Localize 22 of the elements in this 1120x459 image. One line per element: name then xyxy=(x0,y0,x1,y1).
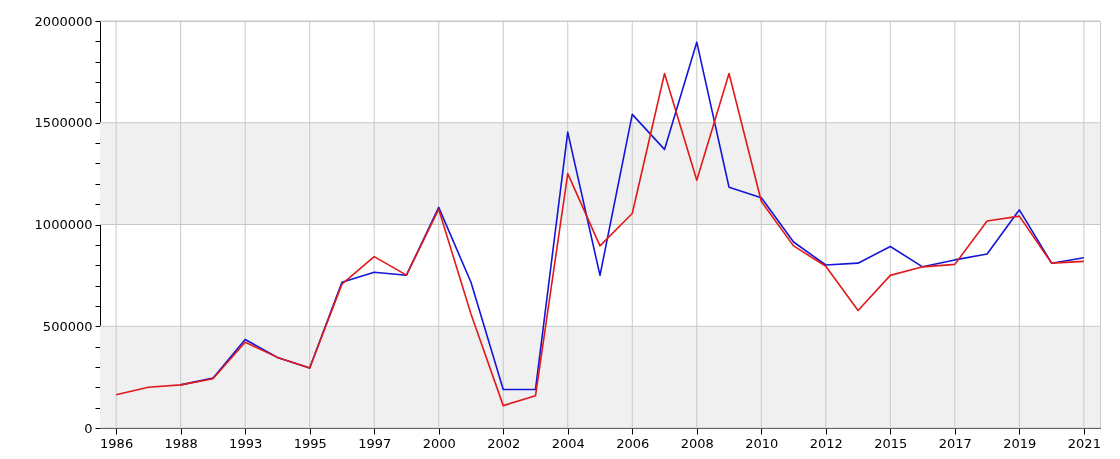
x-tick-label: 2000 xyxy=(422,435,456,451)
y-tick-label: 2000000 xyxy=(34,13,93,29)
x-tick-label: 2002 xyxy=(487,435,521,451)
y-tick-label: 1500000 xyxy=(34,115,93,131)
x-tick-label: 1993 xyxy=(229,435,263,451)
y-tick-label: 0 xyxy=(84,420,93,436)
x-tick-label: 1995 xyxy=(293,435,327,451)
line-series xyxy=(115,72,1085,407)
x-tick-label: 1986 xyxy=(100,435,134,451)
x-tick-label: 2021 xyxy=(1067,435,1101,451)
x-tick-label: 2017 xyxy=(938,435,972,451)
x-tick-label: 1988 xyxy=(164,435,198,451)
x-tick-label: 2019 xyxy=(1003,435,1037,451)
y-tick-label: 500000 xyxy=(42,318,93,334)
x-tick-label: 2010 xyxy=(745,435,779,451)
x-tick-label: 2004 xyxy=(551,435,585,451)
y-tick-label: 1000000 xyxy=(34,217,93,232)
x-tick-label: 2006 xyxy=(616,435,650,451)
x-tick-label: 2008 xyxy=(680,435,714,451)
x-tick-label: 2012 xyxy=(809,435,843,451)
x-tick-label: 1997 xyxy=(358,435,392,451)
x-tick-label: 2015 xyxy=(874,435,908,451)
